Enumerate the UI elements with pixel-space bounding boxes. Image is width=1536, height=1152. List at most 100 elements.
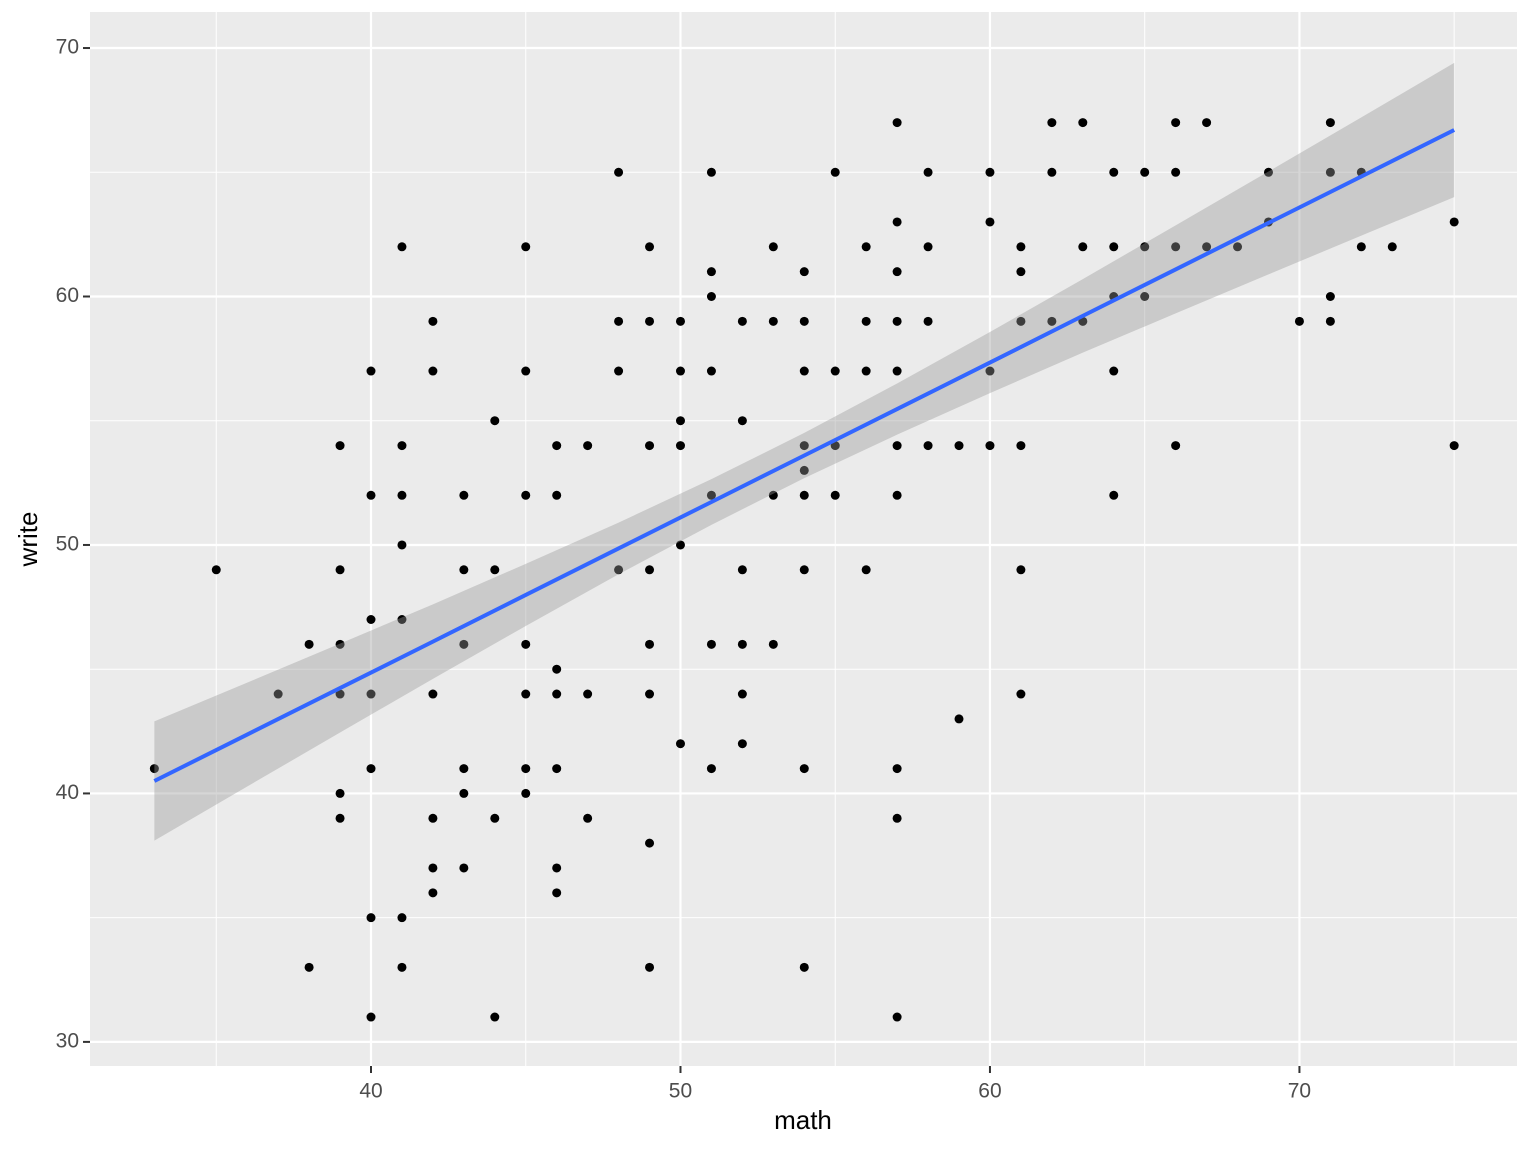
point: [552, 441, 562, 451]
point: [304, 962, 314, 972]
point: [892, 316, 902, 326]
point: [1047, 118, 1057, 128]
point: [768, 242, 778, 252]
point: [614, 167, 624, 177]
point: [335, 639, 345, 649]
point: [552, 863, 562, 873]
point: [1171, 118, 1181, 128]
point: [1078, 118, 1088, 128]
point: [335, 813, 345, 823]
point: [1171, 167, 1181, 177]
point: [1294, 316, 1304, 326]
point: [645, 689, 655, 699]
y-tick-label: 30: [56, 1029, 79, 1052]
point: [706, 764, 716, 774]
point: [366, 615, 376, 625]
point: [645, 565, 655, 575]
point: [397, 441, 407, 451]
y-tick-label: 60: [56, 284, 79, 307]
point: [1016, 242, 1026, 252]
point: [985, 441, 995, 451]
point: [706, 267, 716, 277]
point: [490, 416, 500, 426]
point: [490, 813, 500, 823]
point: [737, 316, 747, 326]
point: [428, 316, 438, 326]
point: [397, 540, 407, 550]
point: [799, 267, 809, 277]
point: [459, 490, 469, 500]
point: [985, 167, 995, 177]
point: [645, 242, 655, 252]
fit-line: [153, 128, 1456, 783]
point: [675, 540, 685, 550]
point: [1109, 167, 1119, 177]
point: [583, 813, 593, 823]
point: [799, 490, 809, 500]
y-tick-label: 70: [56, 36, 79, 59]
point: [1202, 118, 1212, 128]
point: [459, 764, 469, 774]
point: [645, 316, 655, 326]
point: [583, 441, 593, 451]
point: [1078, 242, 1088, 252]
point: [552, 689, 562, 699]
point: [830, 490, 840, 500]
point: [923, 242, 933, 252]
point: [521, 366, 531, 376]
point: [830, 366, 840, 376]
point: [521, 788, 531, 798]
x-axis-label: math: [774, 1105, 832, 1135]
point: [1202, 242, 1212, 252]
point: [304, 639, 314, 649]
point: [768, 639, 778, 649]
point: [459, 639, 469, 649]
point: [149, 764, 159, 774]
point: [1356, 242, 1366, 252]
point: [521, 639, 531, 649]
point: [799, 962, 809, 972]
point: [366, 913, 376, 923]
point: [892, 217, 902, 227]
point: [552, 664, 562, 674]
point: [1140, 167, 1150, 177]
point: [737, 639, 747, 649]
point: [768, 490, 778, 500]
point: [428, 888, 438, 898]
point: [521, 490, 531, 500]
y-tick-label: 50: [56, 533, 79, 556]
x-tick-label: 50: [669, 1080, 692, 1103]
point: [675, 316, 685, 326]
point: [706, 167, 716, 177]
point: [892, 490, 902, 500]
point: [1325, 316, 1335, 326]
point: [799, 565, 809, 575]
point: [1109, 490, 1119, 500]
point: [366, 1012, 376, 1022]
point: [459, 565, 469, 575]
point: [706, 291, 716, 301]
point: [706, 490, 716, 500]
point: [645, 639, 655, 649]
point: [335, 788, 345, 798]
panel: [90, 12, 1517, 1066]
point: [737, 739, 747, 749]
point: [923, 167, 933, 177]
point: [1140, 291, 1150, 301]
point: [490, 565, 500, 575]
point: [892, 267, 902, 277]
point: [706, 639, 716, 649]
point: [428, 813, 438, 823]
point: [799, 465, 809, 475]
point: [892, 441, 902, 451]
point: [335, 689, 345, 699]
point: [1449, 217, 1459, 227]
point: [861, 242, 871, 252]
point: [675, 366, 685, 376]
point: [1233, 242, 1243, 252]
point: [737, 689, 747, 699]
point: [397, 242, 407, 252]
point: [428, 366, 438, 376]
point: [1109, 366, 1119, 376]
point: [1047, 167, 1057, 177]
